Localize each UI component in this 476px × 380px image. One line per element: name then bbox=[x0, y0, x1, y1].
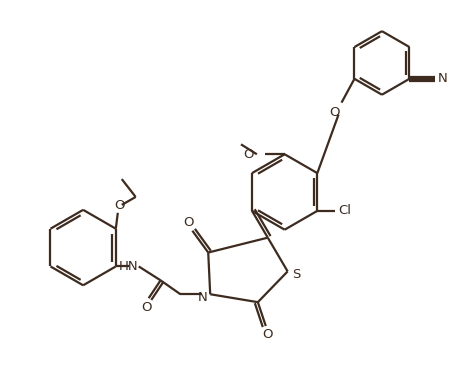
Text: O: O bbox=[183, 216, 193, 229]
Text: O: O bbox=[141, 301, 152, 314]
Text: O: O bbox=[243, 148, 254, 161]
Text: Cl: Cl bbox=[338, 204, 351, 217]
Text: O: O bbox=[114, 200, 125, 212]
Text: N: N bbox=[436, 72, 446, 86]
Text: O: O bbox=[262, 328, 272, 342]
Text: HN: HN bbox=[119, 260, 139, 273]
Text: N: N bbox=[197, 291, 207, 304]
Text: O: O bbox=[328, 106, 339, 119]
Text: S: S bbox=[292, 268, 300, 281]
